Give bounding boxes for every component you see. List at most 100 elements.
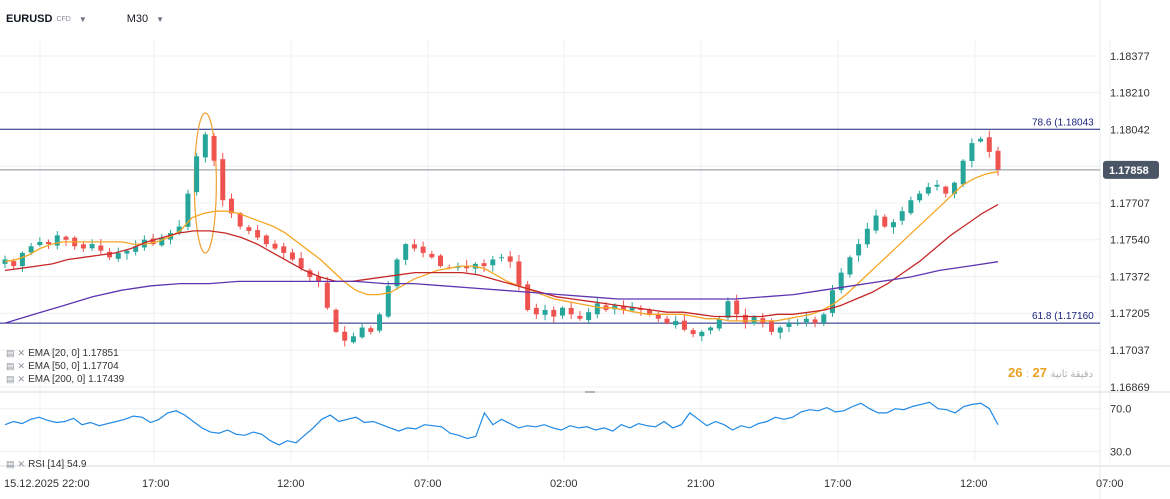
candle-body [307, 270, 313, 278]
candle-body [986, 137, 992, 152]
ema20-line [4, 171, 999, 322]
caret-down-icon[interactable]: ▼ [78, 14, 87, 24]
candle-body [350, 336, 356, 343]
candle-body [481, 263, 487, 267]
close-icon[interactable]: ✕ [17, 348, 26, 358]
candle-body [298, 258, 304, 269]
candle-body [150, 238, 156, 245]
close-icon[interactable]: ✕ [17, 459, 26, 469]
candle-body [255, 230, 261, 238]
rsi-legend[interactable]: ▤ ✕ RSI [14] 54.9 [6, 459, 86, 470]
timeframe-selector[interactable]: M30 [126, 13, 149, 25]
candle-body [385, 285, 391, 317]
candle-body [194, 156, 200, 193]
ema20-legend[interactable]: ▤ ✕ EMA [20, 0] 1.17851 [6, 348, 119, 359]
time-tick-label: 17:00 [142, 478, 170, 490]
ema50-legend[interactable]: ▤ ✕ EMA [50, 0] 1.17704 [6, 361, 119, 372]
candle-body [133, 246, 139, 252]
resize-handle [585, 391, 595, 393]
candle-body [795, 323, 801, 325]
candle-body [708, 327, 714, 331]
candle-body [786, 323, 792, 327]
price-tick-label: 1.17205 [1110, 308, 1150, 320]
candle-body [54, 235, 60, 246]
symbol-name[interactable]: EURUSD [6, 13, 53, 25]
candle-body [28, 246, 34, 253]
time-axis: 15.12.2025 22:00 17:00 12:00 07:00 02:00 21:0… [4, 478, 1124, 490]
candle-body [438, 255, 444, 267]
candle-body [316, 276, 322, 282]
ema200-legend[interactable]: ▤ ✕ EMA [200, 0] 1.17439 [6, 374, 124, 385]
indicator-icon: ▤ [6, 459, 15, 469]
candle-body [812, 319, 818, 324]
price-tick-label: 1.18210 [1110, 88, 1150, 100]
candle-body [89, 244, 95, 249]
time-tick-label: 21:00 [687, 478, 715, 490]
candle-body [664, 318, 670, 324]
candle-body [359, 327, 365, 338]
candle-body [368, 328, 374, 332]
candle-body [925, 187, 931, 194]
countdown-watermark: 26 : 27 دقيقة ثانية [1008, 365, 1093, 380]
candle-body [342, 331, 348, 341]
candle-body [995, 150, 1001, 170]
candle-body [490, 259, 496, 266]
candle-body [246, 227, 252, 231]
candle-body [908, 200, 914, 214]
candle-body [202, 134, 208, 158]
close-icon[interactable]: ✕ [17, 361, 26, 371]
candle-body [620, 306, 626, 310]
candle-body [324, 282, 330, 308]
candle-body [821, 314, 827, 323]
close-icon[interactable]: ✕ [17, 374, 26, 384]
symbol-header: EURUSD CFD ▼ M30 ▼ [6, 10, 164, 28]
candle-body [176, 226, 182, 233]
candle-body [917, 193, 923, 201]
candlesticks [2, 130, 1001, 347]
candle-body [978, 138, 984, 142]
countdown-text: دقيقة ثانية [1050, 369, 1094, 380]
candle-body [107, 251, 113, 258]
candle-body [577, 315, 583, 319]
candle-body [838, 272, 844, 291]
candle-body [394, 259, 400, 287]
candle-body [516, 261, 522, 286]
time-tick-label: 07:00 [414, 478, 442, 490]
rsi-line [4, 401, 999, 446]
candle-body [159, 237, 165, 246]
candle-body [11, 261, 17, 267]
price-axis: 1.183771.182101.180421.178751.177071.175… [1110, 51, 1150, 394]
time-tick-label: 17:00 [824, 478, 852, 490]
candle-body [559, 307, 565, 316]
ema-lines [4, 171, 999, 324]
time-tick-label: 15.12.2025 22:00 [4, 478, 90, 490]
rsi-tick-label: 70.0 [1110, 404, 1131, 416]
candle-body [847, 257, 853, 275]
ema200-label: EMA [200, 0] 1.17439 [28, 374, 125, 385]
candle-body [882, 216, 888, 227]
candle-body [769, 321, 775, 332]
current-price-bg [1103, 160, 1159, 179]
fib-label: 78.6 (1.18043 [1032, 117, 1094, 128]
candle-body [568, 307, 574, 315]
candle-body [333, 309, 339, 332]
candle-body [263, 235, 269, 245]
candle-body [681, 320, 687, 330]
candle-body [943, 186, 949, 194]
candle-body [124, 250, 130, 254]
candle-body [803, 318, 809, 323]
price-tick-label: 1.17540 [1110, 235, 1150, 247]
fib-label: 61.8 (1.17160 [1032, 311, 1094, 322]
caret-down-icon[interactable]: ▼ [156, 14, 165, 24]
candle-body [751, 316, 757, 324]
ema50-label: EMA [50, 0] 1.17704 [28, 361, 119, 372]
price-tick-label: 1.18377 [1110, 51, 1150, 63]
candle-body [420, 246, 426, 253]
candle-body [281, 246, 287, 253]
candle-body [899, 211, 905, 221]
indicator-icon: ▤ [6, 374, 15, 384]
candle-body [830, 290, 835, 313]
